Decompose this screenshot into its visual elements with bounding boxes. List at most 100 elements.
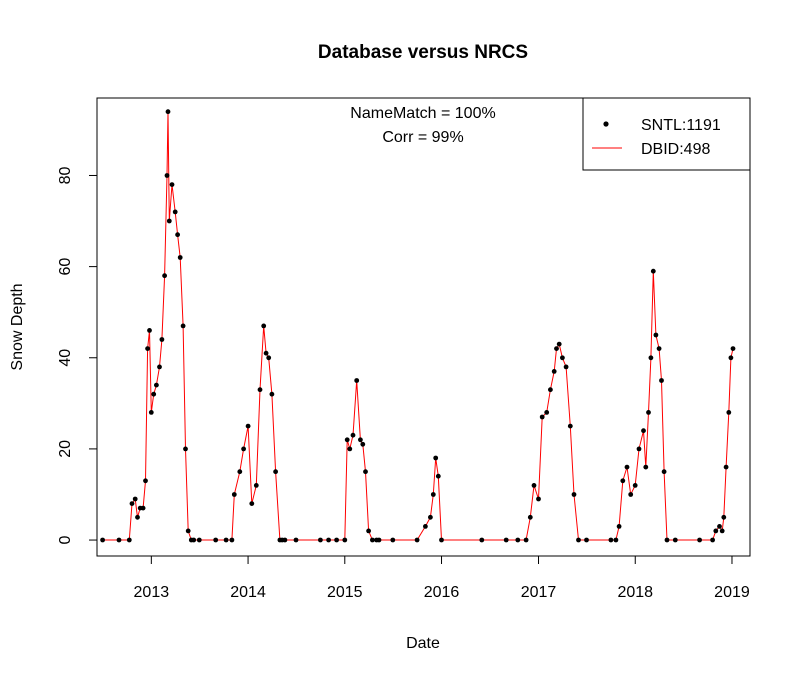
x-axis-label: Date [406,635,440,652]
data-point [620,478,626,484]
data-point [148,410,154,415]
data-point [721,514,727,520]
data-point [536,496,541,502]
y-axis-label: Snow Depth [9,283,26,370]
data-point [479,537,485,543]
legend: SNTL:1191 DBID:498 [582,97,751,171]
data-point [548,387,553,393]
data-point [503,537,509,543]
chart-title: Database versus NRCS [318,42,528,63]
annotation-namematch: NameMatch = 100% [350,105,495,122]
data-point [717,524,722,529]
y-axis: 0 20 40 60 80 [57,166,98,545]
data-point [646,410,651,415]
series-line-dbid [102,111,734,541]
x-tick-label: 2013 [134,584,170,601]
data-point [237,469,243,475]
data-point [728,355,734,361]
data-point [563,364,569,370]
data-point [140,505,146,511]
data-point [223,537,229,543]
data-point [613,537,619,543]
data-point [636,446,642,452]
data-point [390,537,396,543]
data-point [162,273,168,279]
data-point [697,537,702,543]
data-point [527,514,533,520]
legend-point-marker [603,121,609,127]
data-point [439,537,444,543]
data-point [116,537,122,543]
annotation-corr: Corr = 99% [382,129,463,146]
x-tick-label: 2017 [521,584,557,601]
data-point [656,346,662,351]
y-tick-label: 80 [57,166,74,184]
data-point [653,332,659,338]
data-point [342,537,348,543]
data-point [354,378,360,383]
data-point [172,209,178,215]
data-point [344,437,350,443]
data-point [515,537,521,543]
x-tick-label: 2018 [617,584,653,601]
data-point [430,492,436,497]
data-point [624,464,630,470]
data-point [363,469,368,475]
data-point [164,173,170,178]
data-point [616,524,622,529]
data-point [726,410,732,415]
x-tick-label: 2016 [424,584,460,601]
data-point [664,537,670,543]
data-point [257,387,263,393]
y-tick-label: 40 [57,349,74,367]
y-tick-label: 0 [57,536,74,545]
x-axis: 2013 2014 2015 2016 2017 2018 2019 [134,555,750,601]
data-point [147,328,152,333]
x-tick-label: 2015 [327,584,363,601]
data-point [269,391,275,397]
data-point [531,483,537,488]
data-point [132,496,138,502]
data-point [571,492,577,497]
data-point [710,537,715,543]
data-point [350,432,356,438]
data-point [659,378,664,383]
y-tick-label: 60 [57,258,74,276]
data-point [608,537,614,543]
data-point [185,528,191,534]
data-point [334,537,339,543]
data-point [661,469,667,475]
data-point [576,537,581,543]
data-point [650,268,656,274]
data-point [213,537,219,543]
data-point [229,537,235,543]
data-point [360,441,366,447]
data-point [159,337,165,342]
data-point [428,514,433,520]
data-point [241,446,247,452]
data-point [414,537,420,543]
data-point [180,323,186,329]
data-point [713,528,719,534]
series-points-group [100,109,736,543]
data-point [231,492,237,497]
data-point [370,537,375,543]
data-point [433,455,439,461]
data-point [376,537,382,543]
legend-box [582,97,751,171]
data-point [632,483,638,488]
data-point [643,464,649,470]
data-point [554,346,559,351]
data-point [183,446,188,452]
data-point [261,323,267,329]
x-tick-label: 2019 [714,584,750,601]
data-point [166,218,172,224]
data-point [282,537,288,543]
data-point [266,355,272,361]
data-point [719,528,725,534]
data-point [672,537,678,543]
data-point [551,369,557,374]
data-point [157,364,162,370]
data-point [628,492,634,497]
data-point [293,537,299,543]
